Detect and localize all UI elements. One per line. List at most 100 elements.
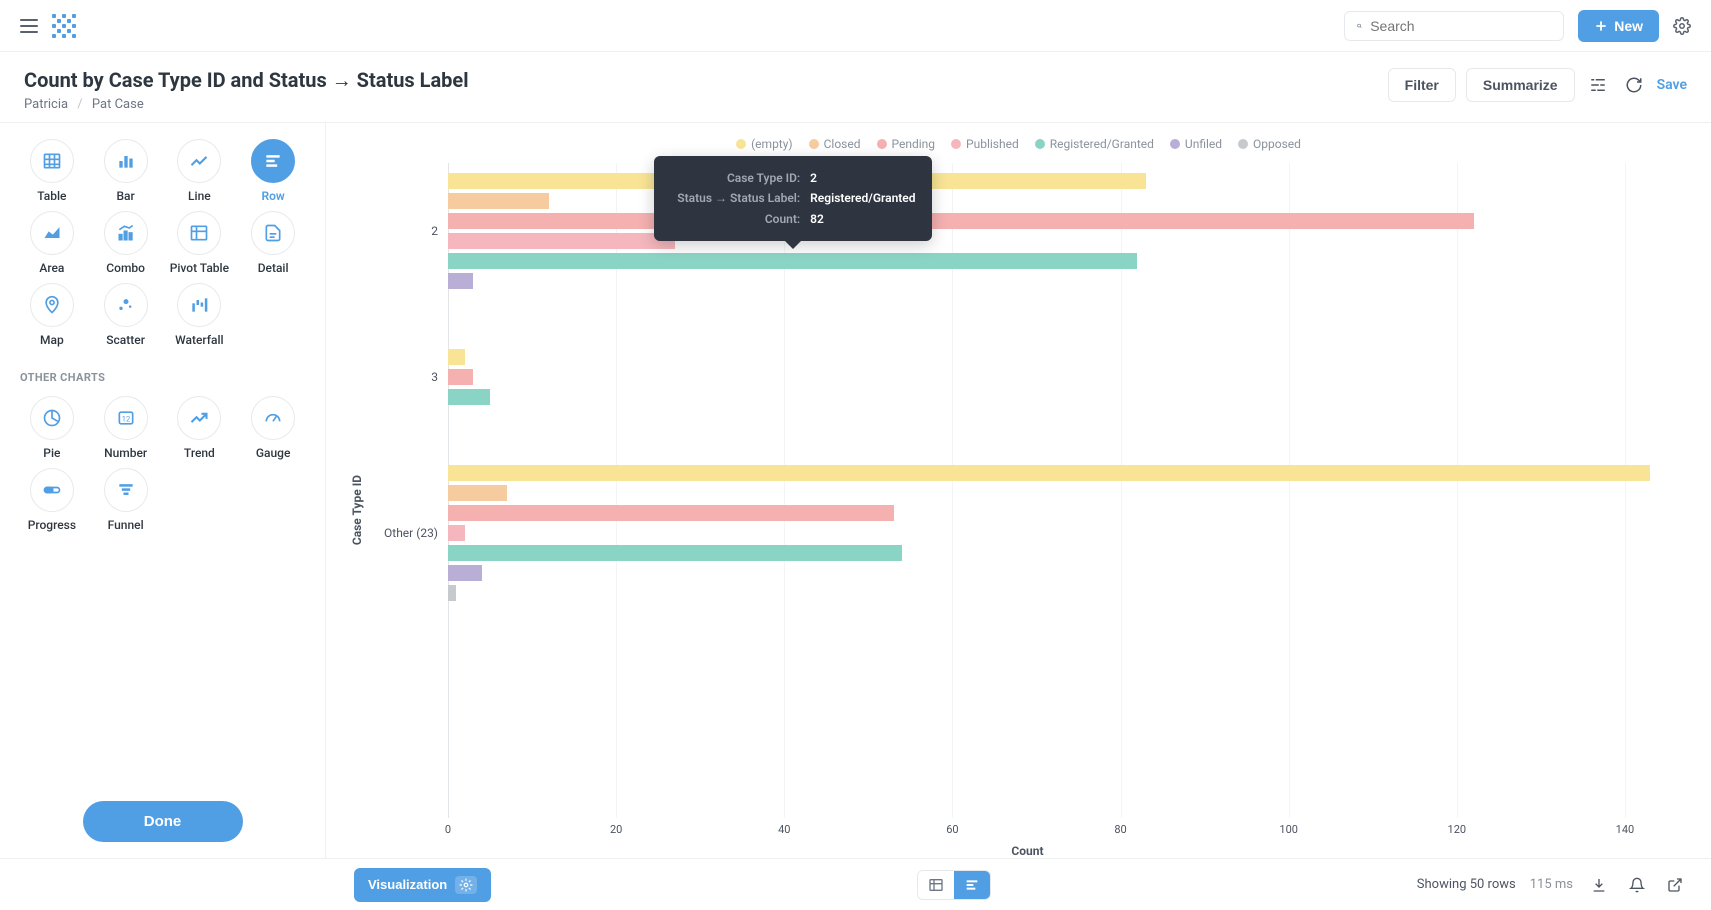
new-button[interactable]: New xyxy=(1578,10,1659,42)
viz-label: Trend xyxy=(184,446,215,460)
y-category-label: Other (23) xyxy=(384,526,438,540)
breadcrumb-parent[interactable]: Patricia xyxy=(24,97,68,112)
download-icon[interactable] xyxy=(1587,873,1611,897)
scatter-icon xyxy=(104,283,148,327)
x-tick: 80 xyxy=(1114,823,1126,836)
y-axis-title: Case Type ID xyxy=(350,475,364,545)
gauge-icon xyxy=(251,396,295,440)
viz-label: Progress xyxy=(28,518,76,532)
visualization-button[interactable]: Visualization xyxy=(354,868,491,902)
bell-icon[interactable] xyxy=(1625,873,1649,897)
bar-icon xyxy=(104,139,148,183)
bar[interactable] xyxy=(448,525,465,541)
viz-type-line[interactable]: Line xyxy=(168,139,232,203)
viz-type-trend[interactable]: Trend xyxy=(168,396,232,460)
page-title: Count by Case Type ID and Status → Statu… xyxy=(24,68,469,93)
chart-view-toggle[interactable] xyxy=(954,871,990,899)
chart-plot[interactable]: Count 02040608010012014023Other (23)Case… xyxy=(368,163,1687,858)
bar[interactable] xyxy=(448,349,465,365)
tooltip: Case Type ID:2Status → Status Label:Regi… xyxy=(654,156,931,241)
legend-item[interactable]: Unfiled xyxy=(1170,137,1222,151)
viz-label: Row xyxy=(261,189,284,203)
viz-label: Bar xyxy=(116,189,134,203)
search-input[interactable] xyxy=(1370,18,1551,34)
bar[interactable] xyxy=(448,369,473,385)
menu-toggle[interactable] xyxy=(20,19,38,33)
topbar: New xyxy=(0,0,1711,52)
viz-type-gauge[interactable]: Gauge xyxy=(241,396,305,460)
breadcrumb-current[interactable]: Pat Case xyxy=(92,97,144,112)
bar[interactable] xyxy=(448,465,1650,481)
visualization-button-label: Visualization xyxy=(368,877,447,892)
legend-item[interactable]: Closed xyxy=(809,137,861,151)
viz-label: Gauge xyxy=(256,446,291,460)
chart-area: (empty) Closed Pending Published Registered/… xyxy=(326,123,1711,858)
logo[interactable] xyxy=(52,14,76,38)
row-count: Showing 50 rows xyxy=(1417,877,1516,892)
viz-type-number[interactable]: 12 Number xyxy=(94,396,158,460)
x-tick: 140 xyxy=(1616,823,1635,836)
filter-button[interactable]: Filter xyxy=(1388,68,1456,102)
search-box[interactable] xyxy=(1344,11,1564,41)
viz-type-detail[interactable]: Detail xyxy=(241,211,305,275)
view-toggle xyxy=(917,870,991,900)
number-icon: 12 xyxy=(104,396,148,440)
map-icon xyxy=(30,283,74,327)
waterfall-icon xyxy=(177,283,221,327)
bar[interactable] xyxy=(448,213,1474,229)
bar[interactable] xyxy=(448,485,507,501)
refresh-icon[interactable] xyxy=(1621,72,1647,98)
viz-type-bar[interactable]: Bar xyxy=(94,139,158,203)
legend-item[interactable]: Published xyxy=(951,137,1019,151)
viz-type-row[interactable]: Row xyxy=(241,139,305,203)
save-button[interactable]: Save xyxy=(1657,77,1687,93)
viz-type-progress[interactable]: Progress xyxy=(20,468,84,532)
viz-label: Map xyxy=(40,333,64,347)
viz-label: Pie xyxy=(43,446,60,460)
viz-type-map[interactable]: Map xyxy=(20,283,84,347)
other-charts-label: OTHER CHARTS xyxy=(20,371,305,384)
viz-type-funnel[interactable]: Funnel xyxy=(94,468,158,532)
bar[interactable] xyxy=(448,545,902,561)
legend-item[interactable]: Opposed xyxy=(1238,137,1301,151)
settings-icon[interactable] xyxy=(1673,17,1691,35)
breadcrumb: Patricia / Pat Case xyxy=(24,97,469,112)
bar[interactable] xyxy=(448,585,456,601)
viz-type-table[interactable]: Table xyxy=(20,139,84,203)
done-button[interactable]: Done xyxy=(83,801,243,842)
bar[interactable] xyxy=(448,505,894,521)
viz-label: Waterfall xyxy=(175,333,223,347)
editor-settings-icon[interactable] xyxy=(1585,72,1611,98)
bar[interactable] xyxy=(448,193,549,209)
viz-sidebar: Table Bar Line Row Area Combo Pivot Table Detai… xyxy=(0,123,326,858)
line-icon xyxy=(177,139,221,183)
plus-icon xyxy=(1594,19,1608,33)
summarize-button[interactable]: Summarize xyxy=(1466,68,1575,102)
viz-type-pivot[interactable]: Pivot Table xyxy=(168,211,232,275)
viz-label: Detail xyxy=(258,261,289,275)
viz-label: Number xyxy=(104,446,147,460)
bar[interactable] xyxy=(448,233,675,249)
share-icon[interactable] xyxy=(1663,873,1687,897)
row-icon xyxy=(251,139,295,183)
viz-type-combo[interactable]: Combo xyxy=(94,211,158,275)
legend-item[interactable]: Pending xyxy=(877,137,936,151)
viz-label: Pivot Table xyxy=(170,261,229,275)
viz-label: Area xyxy=(39,261,64,275)
bar[interactable] xyxy=(448,253,1137,269)
bar[interactable] xyxy=(448,273,473,289)
viz-type-waterfall[interactable]: Waterfall xyxy=(168,283,232,347)
area-icon xyxy=(30,211,74,255)
x-tick: 60 xyxy=(946,823,958,836)
x-tick: 0 xyxy=(445,823,451,836)
viz-type-area[interactable]: Area xyxy=(20,211,84,275)
combo-icon xyxy=(104,211,148,255)
viz-type-pie[interactable]: Pie xyxy=(20,396,84,460)
bar[interactable] xyxy=(448,565,482,581)
legend-item[interactable]: (empty) xyxy=(736,137,793,151)
viz-type-scatter[interactable]: Scatter xyxy=(94,283,158,347)
bar[interactable] xyxy=(448,389,490,405)
header: Count by Case Type ID and Status → Statu… xyxy=(0,52,1711,123)
legend-item[interactable]: Registered/Granted xyxy=(1035,137,1154,151)
table-view-toggle[interactable] xyxy=(918,871,954,899)
